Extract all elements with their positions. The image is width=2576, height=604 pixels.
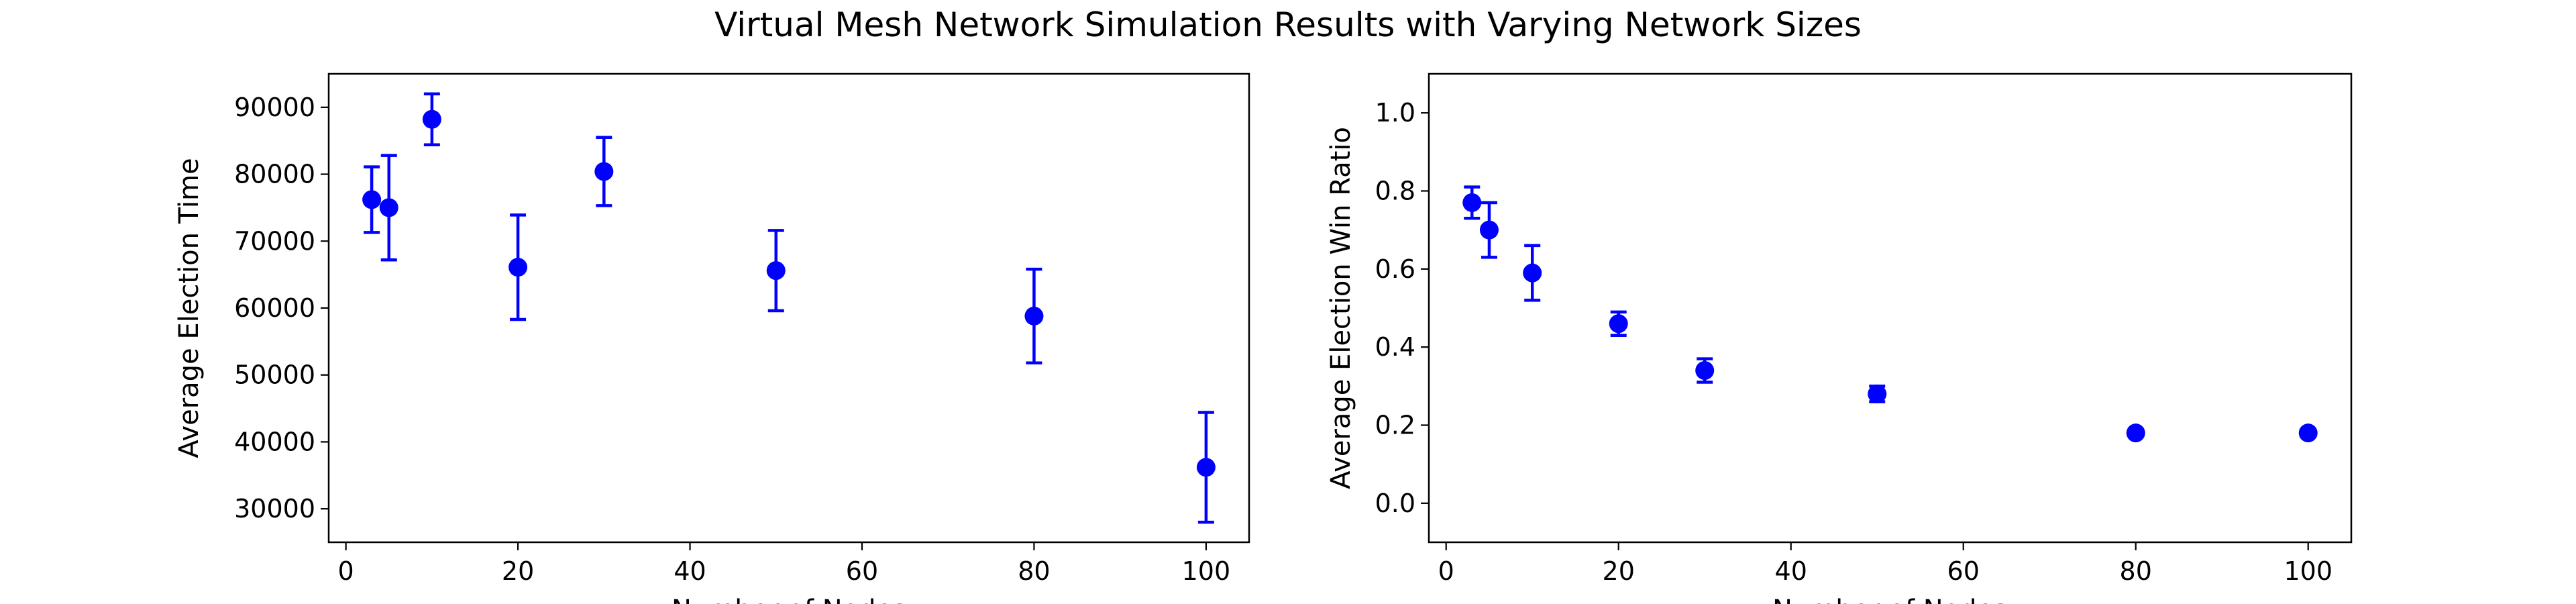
election-time-y-tick-label: 80000 xyxy=(234,160,315,189)
election-time-y-tick-label: 50000 xyxy=(234,360,315,390)
election-time-x-tick-label: 100 xyxy=(1182,556,1231,586)
election-time-y-tick-label: 60000 xyxy=(234,293,315,323)
election-win-ratio-x-tick-label: 0 xyxy=(1438,556,1454,586)
election-time-data-point xyxy=(508,258,528,277)
election-win-ratio-y-tick-label: 0.2 xyxy=(1375,411,1415,440)
election-time-y-axis-label: Average Election Time xyxy=(174,158,205,458)
election-time-x-tick-label: 20 xyxy=(502,556,534,586)
election-time-y-tick-label: 70000 xyxy=(234,226,315,256)
election-time-data-point xyxy=(594,162,614,181)
election-win-ratio-data-point xyxy=(1868,384,1887,403)
election-time-data-point xyxy=(379,198,398,217)
election-time-x-axis: 0 20 40 60 80 100 xyxy=(338,542,1231,586)
election-win-ratio-data-points xyxy=(1462,185,2318,443)
election-time-data-point xyxy=(422,109,441,129)
election-time-data-point xyxy=(1196,458,1216,477)
election-time-y-tick-label: 40000 xyxy=(234,427,315,456)
election-win-ratio-data-point xyxy=(2298,423,2318,443)
election-win-ratio-x-tick-label: 80 xyxy=(2120,556,2152,586)
election-win-ratio-data-point xyxy=(1523,263,1542,283)
election-time-data-point xyxy=(766,261,786,281)
election-win-ratio-panel: 0.0 0.2 0.4 0.6 0.8 1.0 0 20 40 60 80 100 Average … xyxy=(1326,72,2353,604)
election-time-x-tick-label: 60 xyxy=(846,556,878,586)
election-win-ratio-x-axis-label: Number of Nodes xyxy=(1772,595,2007,604)
election-time-y-tick-label: 30000 xyxy=(234,494,315,523)
election-win-ratio-data-point xyxy=(2126,423,2145,443)
election-time-y-tick-label: 90000 xyxy=(234,93,315,122)
election-win-ratio-x-tick-label: 60 xyxy=(1947,556,1980,586)
election-win-ratio-x-axis: 0 20 40 60 80 100 xyxy=(1438,542,2332,586)
election-win-ratio-data-point xyxy=(1479,220,1499,240)
election-win-ratio-x-tick-label: 20 xyxy=(1603,556,1635,586)
election-time-x-axis-label: Number of Nodes xyxy=(672,595,906,604)
figure-title: Virtual Mesh Network Simulation Results … xyxy=(714,5,1862,44)
election-time-x-tick-label: 0 xyxy=(338,556,354,586)
election-win-ratio-x-tick-label: 100 xyxy=(2284,556,2332,586)
election-win-ratio-x-tick-label: 40 xyxy=(1775,556,1807,586)
election-win-ratio-y-axis-label: Average Election Win Ratio xyxy=(1326,127,1356,489)
election-win-ratio-y-tick-label: 0.8 xyxy=(1375,177,1415,206)
election-win-ratio-y-tick-label: 1.0 xyxy=(1375,98,1415,128)
election-win-ratio-plot-frame xyxy=(1428,72,2353,544)
election-time-x-tick-label: 80 xyxy=(1018,556,1050,586)
election-win-ratio-y-tick-label: 0.4 xyxy=(1375,332,1415,362)
election-time-y-axis: 30000 40000 50000 60000 70000 80000 90000 xyxy=(234,93,329,523)
election-time-panel: 30000 40000 50000 60000 70000 80000 90000 0 20 4… xyxy=(174,72,1250,604)
election-time-data-points xyxy=(362,92,1216,524)
election-win-ratio-data-point xyxy=(1695,361,1715,381)
election-win-ratio-y-tick-label: 0.6 xyxy=(1375,254,1415,284)
election-win-ratio-data-point xyxy=(1609,314,1628,334)
election-win-ratio-data-point xyxy=(1462,193,1482,212)
election-time-x-tick-label: 40 xyxy=(674,556,706,586)
election-time-data-point xyxy=(362,190,382,209)
election-win-ratio-y-axis: 0.0 0.2 0.4 0.6 0.8 1.0 xyxy=(1375,98,1429,518)
election-win-ratio-y-tick-label: 0.0 xyxy=(1375,489,1415,518)
election-time-data-point xyxy=(1024,306,1044,325)
